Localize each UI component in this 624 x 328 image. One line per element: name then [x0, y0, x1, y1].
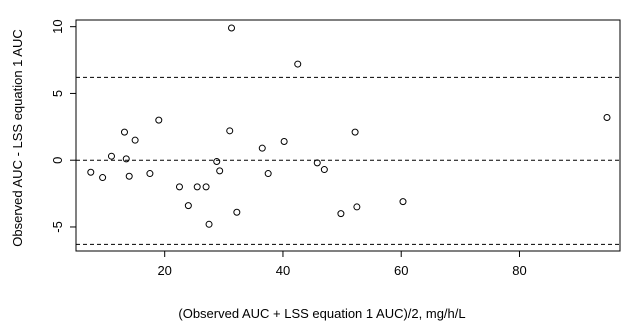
y-axis: -5 0 5 10: [50, 19, 76, 233]
data-point: [184, 202, 192, 210]
x-tick-label: 60: [394, 263, 408, 278]
plot-frame: [75, 19, 621, 252]
data-point: [264, 170, 272, 178]
data-point: [122, 155, 130, 163]
data-point: [120, 128, 128, 136]
y-axis-title: Observed AUC - LSS equation 1 AUC: [10, 29, 25, 247]
data-point: [320, 166, 328, 174]
data-point: [233, 208, 241, 216]
data-point: [280, 138, 288, 146]
data-point: [99, 174, 107, 182]
data-point: [337, 210, 345, 218]
data-point: [125, 172, 133, 180]
data-point: [228, 24, 236, 32]
data-point: [213, 158, 221, 166]
data-point: [313, 159, 321, 167]
data-point: [131, 136, 139, 144]
reference-lines: [76, 76, 620, 245]
data-point: [87, 168, 95, 176]
data-points: [87, 24, 611, 228]
data-point: [258, 144, 266, 152]
data-point: [603, 113, 611, 121]
data-point: [205, 220, 213, 228]
x-tick-label: 40: [276, 263, 290, 278]
data-point: [216, 167, 224, 175]
data-point: [107, 152, 115, 160]
x-tick-label: 20: [157, 263, 171, 278]
data-point: [399, 198, 407, 206]
data-point: [146, 170, 154, 178]
y-tick-label: 0: [50, 157, 65, 164]
data-point: [351, 128, 359, 136]
x-tick-label: 80: [512, 263, 526, 278]
data-point: [175, 183, 183, 191]
y-tick-label: 10: [50, 19, 65, 33]
data-point: [155, 116, 163, 124]
x-axis-title: (Observed AUC + LSS equation 1 AUC)/2, m…: [178, 306, 465, 321]
data-point: [202, 183, 210, 191]
data-point: [193, 183, 201, 191]
y-tick-label: -5: [50, 221, 65, 233]
x-axis: 20 40 60 80: [157, 251, 527, 278]
data-point: [294, 60, 302, 68]
data-point: [353, 203, 361, 211]
data-point: [226, 127, 234, 135]
y-tick-label: 5: [50, 90, 65, 97]
